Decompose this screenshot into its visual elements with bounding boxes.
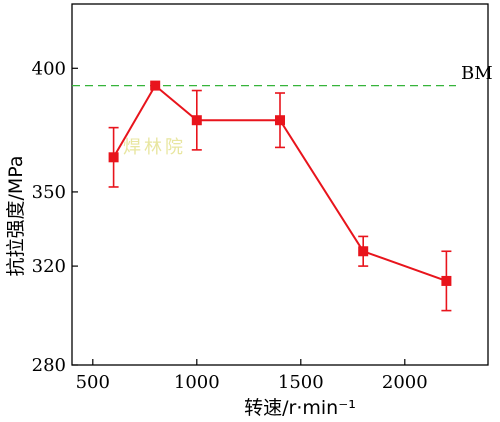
x-tick-label: 2000 xyxy=(382,372,428,393)
y-tick-label: 350 xyxy=(32,182,66,203)
data-point-marker xyxy=(108,152,119,163)
y-axis-title: 抗拉强度/MPa xyxy=(5,155,27,276)
series-line xyxy=(112,84,447,282)
data-point-marker xyxy=(191,115,202,126)
y-tick-label: 280 xyxy=(32,355,66,376)
x-axis-title: 转速/r·min⁻¹ xyxy=(244,397,356,419)
x-tick-label: 500 xyxy=(76,372,110,393)
x-tick-label: 1500 xyxy=(278,372,324,393)
x-tick-label: 1000 xyxy=(174,372,220,393)
data-point-marker xyxy=(275,115,285,126)
reference-line-label: BM xyxy=(461,63,493,84)
data-point-marker xyxy=(358,246,369,257)
data-point-marker xyxy=(441,275,452,286)
data-point-marker xyxy=(150,80,161,91)
y-tick-label: 400 xyxy=(32,58,66,79)
plot-frame xyxy=(71,3,489,366)
y-tick-label: 320 xyxy=(32,256,66,277)
watermark-text: 焊林院 xyxy=(123,137,186,158)
